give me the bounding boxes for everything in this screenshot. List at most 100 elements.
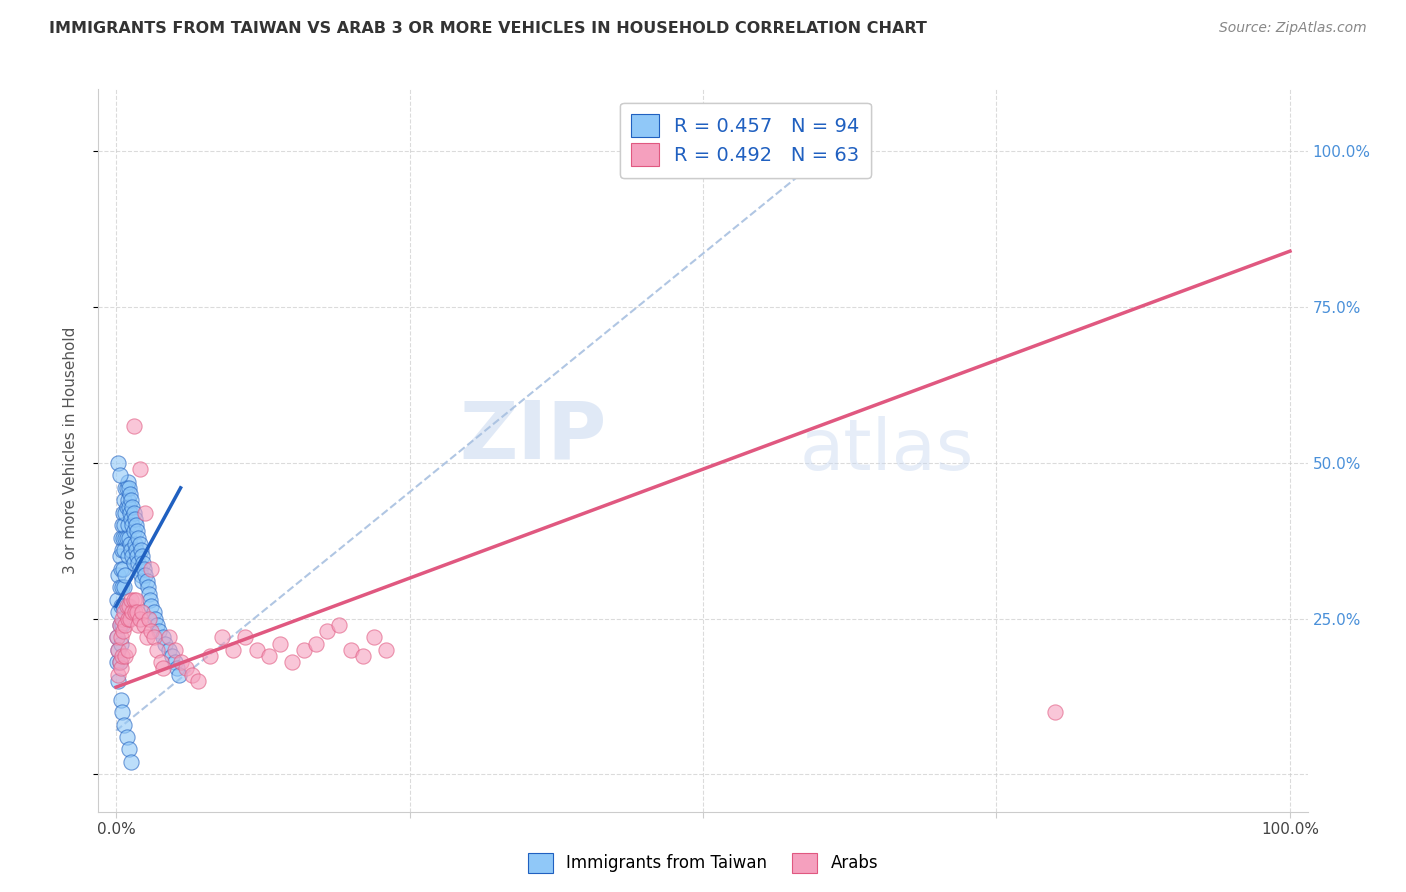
Text: ZIP: ZIP	[458, 397, 606, 475]
Point	[118, 481, 141, 495]
Point	[120, 493, 142, 508]
Point	[111, 648, 134, 663]
Point	[328, 618, 350, 632]
Point	[134, 618, 156, 632]
Point	[111, 618, 134, 632]
Point	[122, 556, 145, 570]
Point	[115, 599, 138, 614]
Point	[128, 462, 150, 476]
Point	[112, 606, 135, 620]
Point	[122, 593, 145, 607]
Point	[107, 606, 129, 620]
Point	[111, 612, 134, 626]
Point	[124, 512, 146, 526]
Point	[375, 642, 398, 657]
Point	[304, 636, 326, 650]
Point	[112, 506, 135, 520]
Point	[120, 537, 142, 551]
Text: IMMIGRANTS FROM TAIWAN VS ARAB 3 OR MORE VEHICLES IN HOUSEHOLD CORRELATION CHART: IMMIGRANTS FROM TAIWAN VS ARAB 3 OR MORE…	[49, 21, 927, 37]
Point	[121, 518, 143, 533]
Point	[112, 624, 135, 639]
Point	[112, 518, 135, 533]
Point	[187, 673, 209, 688]
Point	[125, 518, 148, 533]
Point	[134, 562, 156, 576]
Point	[120, 506, 142, 520]
Point	[117, 612, 139, 626]
Point	[117, 518, 139, 533]
Point	[181, 667, 204, 681]
Point	[115, 531, 138, 545]
Point	[148, 624, 170, 639]
Point	[136, 581, 159, 595]
Point	[135, 574, 157, 589]
Point	[142, 606, 165, 620]
Point	[163, 642, 186, 657]
Point	[115, 730, 138, 744]
Point	[111, 705, 134, 719]
Point	[127, 531, 149, 545]
Point	[127, 618, 149, 632]
Point	[146, 642, 169, 657]
Point	[128, 537, 150, 551]
Point	[157, 642, 180, 657]
Point	[111, 543, 134, 558]
Point	[128, 562, 150, 576]
Point	[125, 543, 148, 558]
Point	[134, 506, 156, 520]
Point	[118, 500, 141, 514]
Point	[107, 673, 129, 688]
Point	[340, 642, 363, 657]
Point	[176, 661, 198, 675]
Point	[114, 648, 136, 663]
Point	[138, 612, 160, 626]
Point	[107, 568, 129, 582]
Point	[131, 549, 153, 564]
Point	[269, 636, 291, 650]
Point	[120, 755, 142, 769]
Point	[127, 606, 149, 620]
Point	[108, 655, 131, 669]
Point	[120, 543, 142, 558]
Point	[169, 655, 191, 669]
Point	[233, 630, 256, 644]
Point	[257, 648, 280, 663]
Point	[169, 667, 191, 681]
Point	[246, 642, 269, 657]
Point	[112, 717, 135, 731]
Point	[149, 655, 172, 669]
Point	[146, 618, 169, 632]
Point	[108, 618, 131, 632]
Point	[108, 655, 131, 669]
Point	[107, 642, 129, 657]
Point	[131, 574, 153, 589]
Point	[108, 581, 131, 595]
Point	[122, 524, 145, 539]
Point	[222, 642, 245, 657]
Point	[157, 630, 180, 644]
Point	[363, 630, 385, 644]
Point	[143, 612, 166, 626]
Point	[129, 568, 152, 582]
Legend: R = 0.457   N = 94, R = 0.492   N = 63: R = 0.457 N = 94, R = 0.492 N = 63	[620, 103, 870, 178]
Point	[115, 481, 138, 495]
Y-axis label: 3 or more Vehicles in Household: 3 or more Vehicles in Household	[63, 326, 77, 574]
Point	[141, 624, 163, 639]
Point	[120, 593, 142, 607]
Point	[108, 468, 131, 483]
Point	[114, 618, 136, 632]
Point	[127, 556, 149, 570]
Point	[118, 742, 141, 756]
Point	[1043, 705, 1066, 719]
Point	[107, 642, 129, 657]
Point	[118, 531, 141, 545]
Point	[105, 630, 128, 644]
Point	[105, 593, 128, 607]
Point	[108, 549, 131, 564]
Point	[118, 599, 141, 614]
Point	[105, 630, 128, 644]
Point	[198, 648, 221, 663]
Point	[112, 599, 135, 614]
Point	[166, 661, 188, 675]
Point	[211, 630, 233, 644]
